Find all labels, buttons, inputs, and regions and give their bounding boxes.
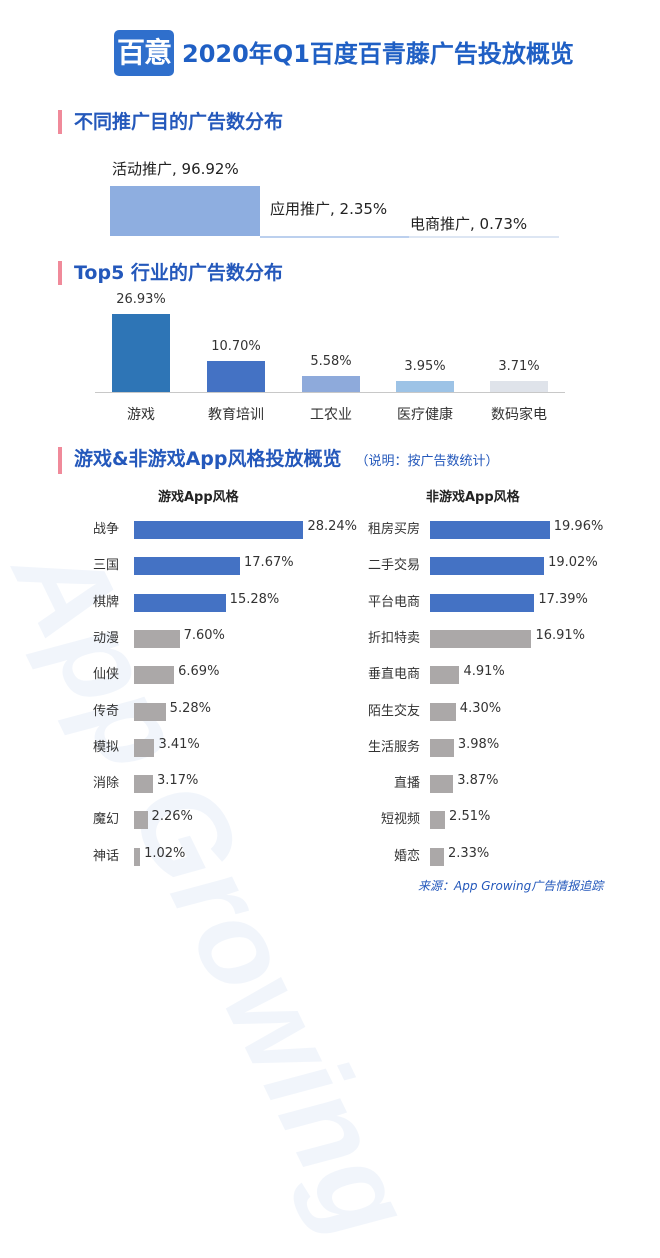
industry-bar-1: [207, 361, 265, 392]
game-style-panel-title: 游戏App风格: [158, 490, 239, 505]
nongame-bar-3: [430, 629, 532, 648]
nongame-value-6: 3.98%: [457, 736, 500, 752]
nongame-bar-7: [430, 775, 454, 794]
purpose-label-1: 应用推广, 2.35%: [270, 200, 388, 218]
nongame-value-8: 2.51%: [449, 809, 491, 825]
purpose-bar-2: [409, 236, 559, 238]
game-value-7: 3.17%: [157, 773, 199, 789]
game-category-6: 模拟: [93, 739, 120, 755]
game-category-8: 魔幻: [93, 812, 120, 828]
purpose-label-2: 电商推广, 0.73%: [410, 215, 528, 233]
section-title-purpose: 不同推广目的广告数分布: [58, 110, 283, 134]
nongame-category-8: 短视频: [380, 812, 420, 828]
nongame-bar-4: [430, 666, 460, 685]
page-header: 百意 2020年Q1百度百青藤广告投放概览: [0, 24, 660, 84]
game-category-0: 战争: [93, 522, 120, 537]
nongame-value-3: 16.91%: [535, 627, 586, 643]
nongame-value-9: 2.33%: [447, 845, 490, 861]
page-title: 2020年Q1百度百青藤广告投放概览: [182, 40, 574, 68]
game-value-8: 2.26%: [151, 809, 193, 825]
section-title-style-text: 游戏&非游戏App风格投放概览: [74, 448, 342, 470]
nongame-category-0: 租房买房: [367, 522, 420, 537]
industry-bar-0: [112, 314, 170, 392]
industry-category-0: 游戏: [127, 407, 155, 423]
nongame-value-2: 17.39%: [538, 591, 588, 607]
game-category-5: 传奇: [93, 703, 120, 719]
game-value-4: 6.69%: [178, 664, 220, 680]
nongame-value-5: 4.30%: [459, 700, 502, 716]
nongame-bar-8: [430, 811, 446, 830]
game-bar-2: [134, 593, 226, 612]
game-category-1: 三国: [93, 558, 120, 574]
nongame-category-7: 直播: [393, 776, 420, 792]
industry-category-3: 医疗健康: [397, 407, 453, 423]
game-bar-5: [134, 702, 166, 721]
section-title-top5: Top5 行业的广告数分布: [58, 261, 283, 285]
game-category-3: 动漫: [93, 630, 120, 646]
nongame-value-7: 3.87%: [457, 773, 499, 789]
industry-value-0: 26.93%: [116, 292, 166, 307]
nongame-bar-5: [430, 702, 456, 721]
nongame-bar-6: [430, 738, 454, 757]
nongame-style-panel-title: 非游戏App风格: [426, 490, 520, 505]
game-category-7: 消除: [93, 776, 120, 792]
industry-bar-2: [302, 375, 360, 392]
purpose-bar-0: [110, 186, 260, 236]
nongame-value-0: 19.96%: [553, 519, 604, 534]
game-value-0: 28.24%: [307, 519, 358, 534]
nongame-value-1: 19.02%: [548, 555, 598, 571]
game-bar-8: [134, 811, 148, 830]
nongame-category-3: 折扣特卖: [367, 630, 420, 646]
nongame-category-5: 陌生交友: [367, 703, 420, 719]
industry-category-2: 工农业: [310, 407, 352, 423]
game-bar-9: [134, 847, 141, 866]
baiyi-logo: 百意: [114, 30, 174, 76]
game-value-9: 1.02%: [144, 845, 186, 861]
nongame-bar-9: [430, 847, 444, 866]
nongame-bar-0: [430, 521, 550, 539]
purpose-bar-1: [259, 236, 410, 238]
nongame-category-6: 生活服务: [367, 739, 420, 755]
industry-value-4: 3.71%: [498, 359, 540, 375]
industry-value-3: 3.95%: [404, 358, 446, 374]
industry-bar-4: [490, 381, 548, 392]
nongame-category-9: 婚恋: [393, 848, 420, 864]
game-bar-6: [134, 738, 155, 757]
nongame-bar-2: [430, 593, 535, 612]
section-title-style: 游戏&非游戏App风格投放概览 （说明：按广告数统计）: [58, 447, 499, 474]
game-category-2: 棋牌: [93, 594, 120, 610]
purpose-label-0: 活动推广, 96.92%: [112, 160, 239, 178]
game-value-1: 17.67%: [244, 555, 294, 571]
game-category-4: 仙侠: [93, 667, 120, 683]
game-value-6: 3.41%: [158, 736, 200, 752]
game-bar-0: [134, 521, 304, 539]
industry-bar-3: [396, 380, 454, 392]
game-bar-7: [134, 775, 154, 794]
nongame-category-2: 平台电商: [367, 594, 420, 610]
game-bar-4: [134, 666, 175, 685]
game-value-2: 15.28%: [229, 591, 280, 607]
source-note: 来源：App Growing广告情报追踪: [418, 879, 604, 893]
game-bar-3: [134, 629, 180, 648]
industry-value-1: 10.70%: [211, 339, 261, 354]
nongame-category-4: 垂直电商: [367, 667, 420, 683]
nongame-value-4: 4.91%: [463, 664, 505, 680]
section-note: （说明：按广告数统计）: [355, 454, 499, 469]
game-bar-1: [134, 557, 241, 576]
nongame-category-1: 二手交易: [367, 558, 420, 574]
industry-category-4: 数码家电: [491, 407, 547, 423]
industry-category-1: 教育培训: [208, 407, 264, 423]
industry-axis-line: [95, 392, 565, 393]
game-value-3: 7.60%: [183, 627, 225, 643]
nongame-bar-1: [430, 557, 545, 576]
game-category-9: 神话: [93, 848, 120, 864]
industry-value-2: 5.58%: [310, 353, 352, 369]
game-value-5: 5.28%: [169, 700, 211, 716]
